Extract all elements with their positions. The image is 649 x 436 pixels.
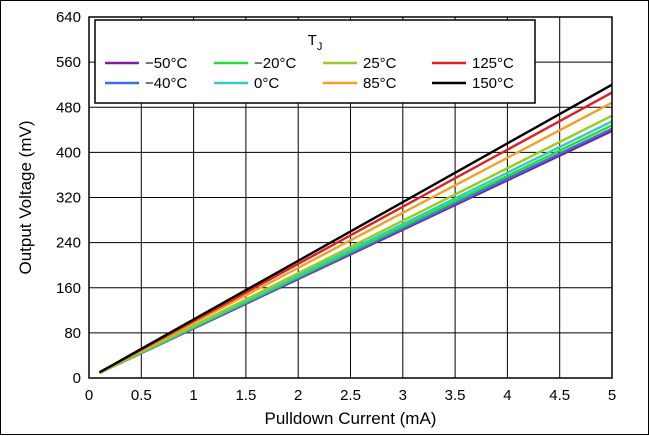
series-lines <box>98 83 613 375</box>
x-tick-label: 4 <box>503 387 511 404</box>
y-tick-label: 320 <box>56 190 81 207</box>
x-axis-title: Pulldown Current (mA) <box>265 409 437 428</box>
series-line <box>98 83 613 374</box>
legend-label: 85°C <box>363 75 397 92</box>
x-tick-label: 1.5 <box>235 387 256 404</box>
y-tick-label: 480 <box>56 99 81 116</box>
y-tick-label: 560 <box>56 54 81 71</box>
legend-box <box>94 19 536 104</box>
y-axis-title: Output Voltage (mV) <box>16 120 35 274</box>
y-tick-label: 400 <box>56 144 81 161</box>
y-tick-label: 160 <box>56 280 81 297</box>
legend-label: 150°C <box>472 75 514 92</box>
legend-label: 25°C <box>363 55 397 72</box>
y-tick-label: 80 <box>64 325 81 342</box>
series-line <box>98 114 613 374</box>
x-tick-label: 0.5 <box>131 387 152 404</box>
series-line <box>98 101 613 374</box>
x-tick-label: 2.5 <box>340 387 361 404</box>
x-tick-label: 3 <box>399 387 407 404</box>
y-tick-label: 0 <box>73 370 81 387</box>
x-tick-label: 2 <box>294 387 302 404</box>
x-tick-label: 4.5 <box>549 387 570 404</box>
legend-label: −40°C <box>145 75 187 92</box>
y-tick-label: 640 <box>56 9 81 26</box>
y-tick-label: 240 <box>56 235 81 252</box>
legend: TJ −50°C −40°C −20°C 0°C 25°C 85°C 125°C 150°C <box>105 32 514 92</box>
legend-label: 125°C <box>472 55 514 72</box>
legend-title: TJ <box>308 32 323 53</box>
x-tick-label: 1 <box>189 387 197 404</box>
x-tick-label: 0 <box>85 387 93 404</box>
legend-label: −50°C <box>145 55 187 72</box>
x-tick-label: 3.5 <box>445 387 466 404</box>
x-tick-label: 5 <box>608 387 616 404</box>
plot-area <box>88 16 613 379</box>
legend-label: −20°C <box>254 55 296 72</box>
tick-labels: 0 0.5 1 1.5 2 2.5 3 3.5 4 4.5 5 0 80 160 240 320 400 480 5… <box>56 9 616 404</box>
legend-label: 0°C <box>254 75 279 92</box>
